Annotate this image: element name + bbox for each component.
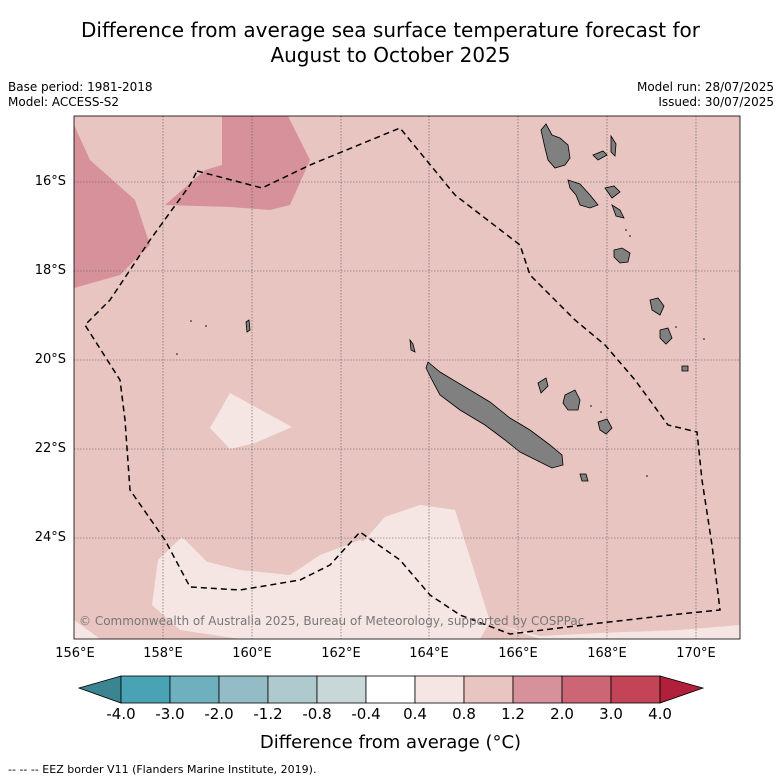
neutral-region-south — [152, 505, 490, 639]
colorbar-tick: 0.4 — [403, 705, 427, 723]
colorbar-low-extend — [77, 675, 122, 704]
colorbar-tick: 1.2 — [501, 705, 525, 723]
title-line-2: August to October 2025 — [270, 43, 511, 67]
colorbar-segment — [316, 675, 367, 704]
land-ambrym — [604, 185, 621, 199]
lat-label: 18°S — [34, 263, 66, 278]
colorbar-tick: 4.0 — [648, 705, 672, 723]
issued-date: Issued: 30/07/2025 — [658, 95, 774, 109]
model-run: Model run: 28/07/2025 — [636, 80, 774, 94]
colorbar-segment — [365, 675, 416, 704]
model-name: Model: ACCESS-S2 — [8, 95, 120, 109]
colorbar — [77, 675, 705, 704]
colorbar-title: Difference from average (°C) — [259, 732, 522, 753]
title-line-1: Difference from average sea surface temp… — [80, 18, 700, 42]
colorbar-segment — [120, 675, 171, 704]
land-masses — [245, 123, 689, 482]
lat-label: 22°S — [34, 441, 66, 456]
colorbar-tick: -2.0 — [204, 705, 234, 723]
colorbar-segment — [414, 675, 465, 704]
land-maewo — [592, 150, 608, 161]
warm-region-west — [74, 125, 150, 288]
lat-label: 24°S — [34, 530, 66, 545]
colorbar-tick: -3.0 — [155, 705, 185, 723]
lon-label: 160°E — [232, 646, 272, 661]
colorbar-segment — [512, 675, 563, 704]
lon-label: 162°E — [321, 646, 361, 661]
land-chesterfield — [245, 319, 251, 333]
lon-label: 166°E — [498, 646, 538, 661]
map-frame — [73, 115, 741, 640]
land-tanna — [659, 327, 673, 345]
land-mare — [597, 418, 613, 435]
land-erromango — [649, 297, 665, 316]
warm-region-north — [165, 116, 310, 210]
lon-label: 156°E — [55, 646, 95, 661]
graticule — [74, 116, 740, 639]
land-efate — [613, 247, 631, 264]
colorbar-tick: 0.8 — [452, 705, 476, 723]
eez-border — [84, 127, 721, 635]
colorbar-tick: -0.4 — [351, 705, 381, 723]
land-new-caledonia — [425, 361, 564, 469]
meta-left: Base period: 1981-2018 Model: ACCESS-S2 — [8, 80, 153, 110]
land-aneityum — [681, 365, 689, 372]
base-period: Base period: 1981-2018 — [8, 80, 153, 94]
lon-label: 158°E — [143, 646, 183, 661]
colorbar-segment — [169, 675, 220, 704]
lon-label: 164°E — [409, 646, 449, 661]
colorbar-segment — [267, 675, 318, 704]
land-ouvea — [537, 377, 549, 394]
land-pentecost-north — [610, 134, 617, 157]
copyright: © Commonwealth of Australia 2025, Bureau… — [79, 614, 585, 628]
meta-right: Model run: 28/07/2025 Issued: 30/07/2025 — [637, 80, 774, 110]
land-epi — [611, 204, 625, 219]
lat-label: 20°S — [34, 352, 66, 367]
colorbar-tick: -4.0 — [106, 705, 136, 723]
neutral-region-central — [210, 393, 292, 449]
land-belep — [409, 338, 416, 353]
colorbar-segment — [610, 675, 661, 704]
land-isle-of-pines — [579, 473, 589, 482]
colorbar-tick: -1.2 — [253, 705, 283, 723]
lon-label: 170°E — [676, 646, 716, 661]
small-islets — [176, 229, 705, 477]
land-malakula — [567, 179, 599, 209]
colorbar-high-extend — [659, 675, 705, 704]
colorbar-tick: -0.8 — [302, 705, 332, 723]
land-espiritu-santo — [540, 123, 571, 169]
colorbar-tick: 3.0 — [599, 705, 623, 723]
colorbar-segment — [463, 675, 514, 704]
chart-title: Difference from average sea surface temp… — [0, 18, 781, 68]
lon-label: 168°E — [587, 646, 627, 661]
eez-footnote: -- -- -- EEZ border V11 (Flanders Marine… — [8, 763, 317, 776]
lat-label: 16°S — [34, 174, 66, 189]
neutral-region-corner — [74, 620, 100, 639]
colorbar-segment — [561, 675, 612, 704]
land-lifou — [562, 389, 581, 411]
colorbar-tick: 2.0 — [550, 705, 574, 723]
colorbar-segment — [218, 675, 269, 704]
